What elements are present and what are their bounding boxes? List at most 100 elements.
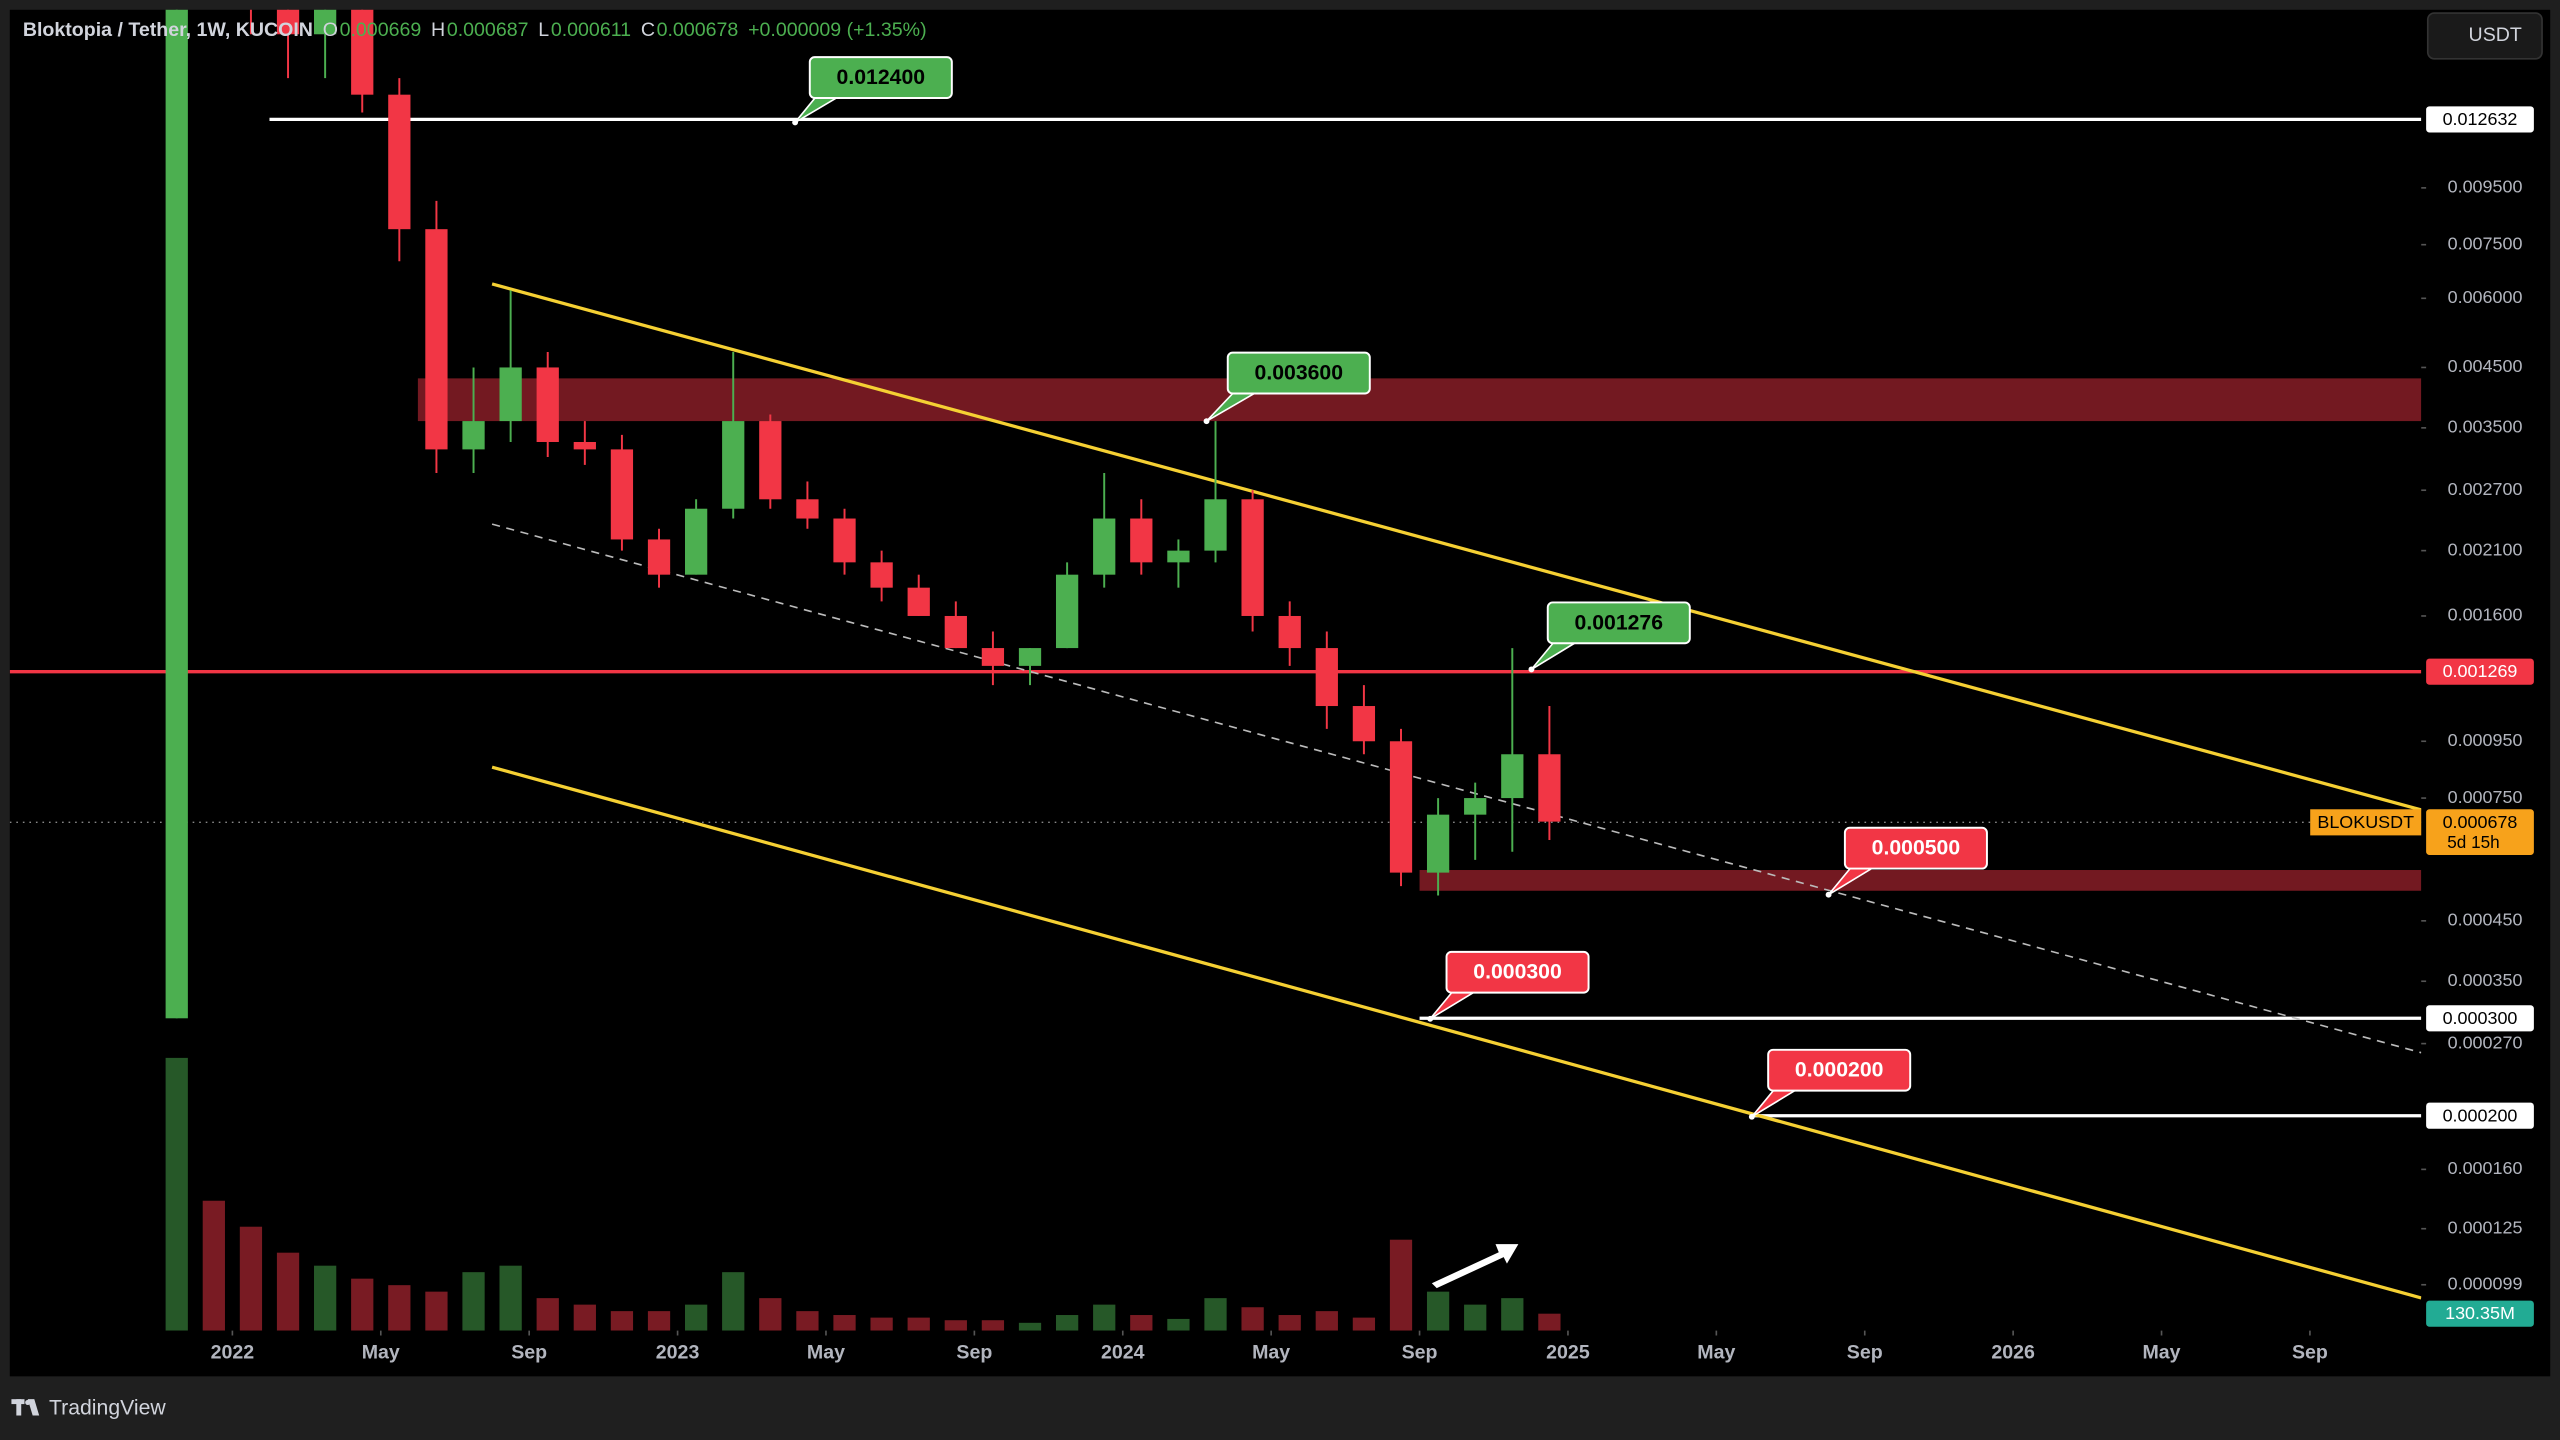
level-label-box [2426, 1005, 2534, 1032]
volume-bar [1464, 1304, 1487, 1331]
currency-label[interactable]: USDT [2469, 24, 2522, 46]
ohlc-value: 0.000669 [340, 19, 422, 41]
price-box [2426, 809, 2534, 855]
y-tick-label: 0.000160 [2448, 1158, 2523, 1178]
volume-bar [981, 1320, 1005, 1331]
candle-body [981, 648, 1005, 666]
volume-bar [1018, 1322, 1042, 1331]
x-tick-label: 2025 [1546, 1342, 1590, 1364]
candle-body [1018, 648, 1042, 666]
candle-body [907, 587, 930, 616]
ohlc-key: L [538, 19, 549, 41]
level-label: 0.000200 [2443, 1105, 2518, 1125]
x-tick-label: May [2142, 1342, 2180, 1364]
y-tick-label: 0.000125 [2448, 1217, 2523, 1237]
x-tick-label: Sep [1402, 1342, 1438, 1364]
candle-body [1055, 574, 1079, 649]
volume-bar [1426, 1291, 1450, 1331]
y-tick-label: 0.009500 [2448, 177, 2523, 197]
candle-body [1241, 499, 1264, 616]
currency-button[interactable] [2426, 12, 2543, 60]
volume-bar [1241, 1307, 1264, 1331]
y-tick-label: 0.003500 [2448, 417, 2523, 437]
candle-body [536, 367, 559, 442]
volume-bar [425, 1291, 448, 1331]
x-tick-label: Sep [511, 1342, 547, 1364]
x-tick-label: May [1697, 1342, 1735, 1364]
callout-anchor [1203, 418, 1210, 425]
volume-bar [796, 1311, 819, 1331]
volume-bar [499, 1265, 522, 1331]
candle-body [314, 9, 337, 35]
volume-bar [1055, 1315, 1079, 1331]
brand-logo [11, 1399, 40, 1416]
volume-bar [1278, 1315, 1301, 1331]
volume-bar [1389, 1239, 1413, 1331]
ohlc-value: 0.000611 [551, 19, 631, 41]
candle-body [1130, 518, 1153, 563]
x-tick-label: Sep [1847, 1342, 1883, 1364]
candle-body [1426, 814, 1450, 873]
candle-body [388, 94, 411, 230]
volume-bar [536, 1298, 559, 1331]
y-tick-label: 0.000950 [2448, 730, 2523, 750]
countdown: 5d 15h [2447, 832, 2499, 852]
header: Bloktopia / Tether, 1W, KUCOIN O 0.000669 H… [23, 19, 927, 41]
callout-anchor [792, 119, 799, 126]
x-tick-label: Sep [2292, 1342, 2328, 1364]
callout-label: 0.000200 [1795, 1059, 1884, 1082]
volume-bar [462, 1272, 485, 1331]
volume-bar [1352, 1317, 1376, 1331]
pane: 0.012400 0.003600 0.001276 0.000500 0.000300… [9, 9, 2422, 1331]
candle-body [425, 229, 448, 450]
x-tick-label: 2022 [211, 1342, 255, 1364]
callout-box [1445, 950, 1590, 994]
candle-body [1167, 550, 1190, 563]
candle-body [870, 562, 893, 588]
callout-anchor [1427, 1015, 1434, 1022]
candle-body [499, 367, 522, 422]
y-tick-label: 0.002700 [2448, 479, 2523, 499]
ohlc-value: 0.000687 [447, 19, 529, 41]
candle-body [1464, 798, 1487, 815]
candle-body [610, 449, 634, 540]
volume-bar [610, 1311, 634, 1331]
volume-bar [647, 1311, 671, 1331]
symbol-box [2310, 809, 2422, 836]
volume-bar [684, 1304, 708, 1331]
callout-label: 0.001276 [1575, 611, 1664, 634]
callout-box [1767, 1048, 1912, 1092]
volume-bar [722, 1272, 745, 1331]
callout-label: 0.000500 [1872, 837, 1961, 860]
candle-body [351, 9, 374, 95]
ohlc-value: 0.000678 [657, 19, 739, 41]
ohlc-key: H [431, 19, 445, 41]
change: +0.000009 (+1.35%) [748, 19, 927, 41]
level-label: 0.000300 [2443, 1008, 2518, 1028]
candle-body [1538, 754, 1561, 822]
trendline [491, 765, 2422, 1300]
volume-bar [239, 1226, 263, 1331]
trendline [491, 523, 2422, 1054]
x-tick-label: May [362, 1342, 400, 1364]
symbol: Bloktopia / Tether, 1W, KUCOIN [23, 19, 313, 41]
y-tick-label: 0.000350 [2448, 970, 2523, 990]
brand: TradingView [49, 1397, 166, 1420]
volume-bar [870, 1317, 893, 1331]
ohlc-key: O [323, 19, 338, 41]
volume-bar [1167, 1318, 1190, 1331]
y-tick-label: 0.004500 [2448, 356, 2523, 376]
candle-body [647, 539, 671, 575]
symbol-label: BLOKUSDT [2317, 812, 2414, 832]
callout-box [1546, 601, 1691, 645]
volume-bar [1093, 1304, 1116, 1331]
callout-label: 0.000300 [1473, 961, 1562, 984]
volume-bar [202, 1200, 225, 1331]
callout-box [1843, 826, 1988, 870]
zone [1419, 870, 2422, 891]
volume-bar [944, 1320, 967, 1331]
callout-label: 0.003600 [1255, 361, 1344, 384]
volume-bar [573, 1304, 596, 1331]
